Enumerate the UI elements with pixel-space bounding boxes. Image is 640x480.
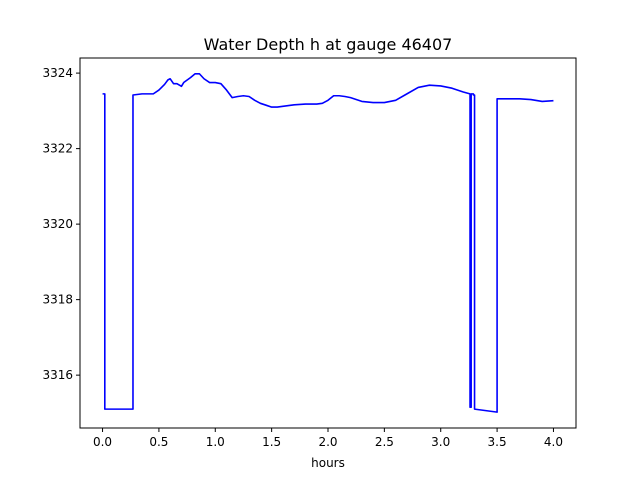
x-tick-label: 4.0 [544,435,563,449]
chart-title: Water Depth h at gauge 46407 [204,35,453,54]
x-tick-label: 2.5 [375,435,394,449]
x-tick-label: 3.5 [488,435,507,449]
x-tick-label: 2.0 [318,435,337,449]
x-tick-label: 0.5 [149,435,168,449]
y-tick-label: 3324 [42,66,73,80]
x-tick-label: 1.0 [206,435,225,449]
plot-area [102,73,554,413]
y-tick-label: 3316 [42,368,73,382]
x-axis-label: hours [311,456,345,470]
y-tick-label: 3322 [42,142,73,156]
series-line-0 [102,73,554,413]
y-tick-label: 3318 [42,293,73,307]
x-tick-label: 0.0 [93,435,112,449]
y-axis: 3316 3318 3320 3322 3324 [42,66,80,382]
x-axis: 0.0 0.5 1.0 1.5 2.0 2.5 3.0 3.5 4.0 [93,428,563,449]
x-tick-label: 1.5 [262,435,281,449]
y-tick-label: 3320 [42,217,73,231]
x-tick-label: 3.0 [431,435,450,449]
